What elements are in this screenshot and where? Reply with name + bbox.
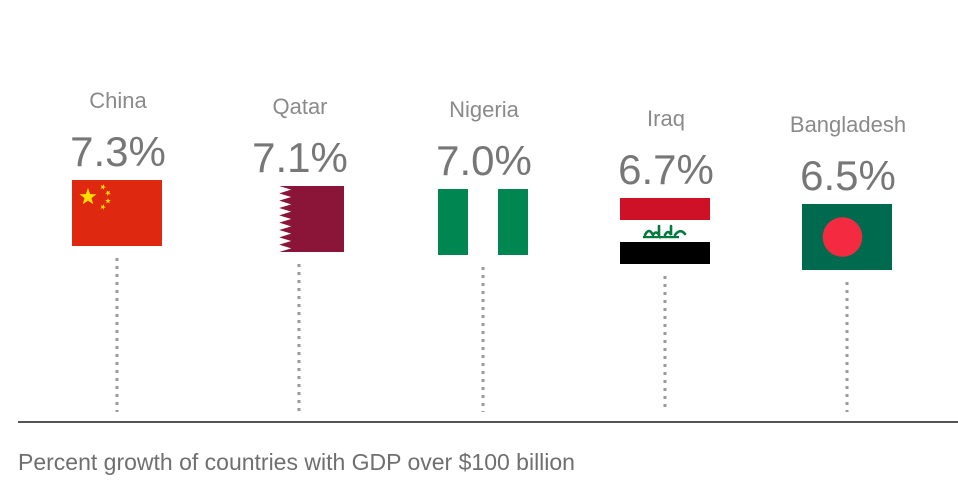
country-label-iraq: Iraq bbox=[647, 106, 685, 131]
iraq-flag-top-stripe bbox=[620, 198, 710, 220]
iraq-flag-middle-stripe bbox=[620, 220, 710, 242]
qatar-flag-icon bbox=[254, 186, 344, 252]
iraq-flag-icon bbox=[620, 198, 710, 264]
labels-layer: 7.3% China 7.1% Qatar 7.0% Nigeria 6.7% Iraq 6.5… bbox=[70, 88, 906, 199]
country-label-qatar: Qatar bbox=[272, 94, 327, 119]
china-flag-field bbox=[72, 180, 162, 246]
bangladesh-flag-disc bbox=[822, 217, 863, 257]
bangladesh-flag-icon bbox=[802, 204, 892, 270]
stems-layer bbox=[115, 258, 849, 412]
iraq-flag-script bbox=[643, 224, 687, 240]
iraq-flag-script-underline bbox=[643, 236, 679, 239]
value-label-bangladesh: 6.5% bbox=[800, 152, 896, 199]
china-flag-small-star-2 bbox=[105, 190, 111, 196]
nigeria-flag-left-stripe bbox=[438, 189, 468, 255]
value-label-qatar: 7.1% bbox=[252, 134, 348, 181]
qatar-flag-white-band bbox=[254, 186, 292, 252]
value-label-nigeria: 7.0% bbox=[436, 137, 532, 184]
country-label-china: China bbox=[89, 88, 147, 113]
china-flag-small-star-1 bbox=[100, 184, 106, 190]
china-flag-icon bbox=[72, 180, 162, 246]
iraq-flag-bottom-stripe bbox=[620, 242, 710, 264]
country-label-bangladesh: Bangladesh bbox=[790, 112, 906, 137]
china-flag-small-star-4 bbox=[100, 204, 106, 210]
nigeria-flag-icon bbox=[438, 189, 528, 255]
chart-caption: Percent growth of countries with GDP ove… bbox=[18, 449, 575, 475]
country-label-nigeria: Nigeria bbox=[449, 97, 519, 122]
value-label-china: 7.3% bbox=[70, 128, 166, 175]
china-flag-small-star-3 bbox=[105, 198, 111, 204]
nigeria-flag-middle-stripe bbox=[468, 189, 498, 255]
value-label-iraq: 6.7% bbox=[618, 146, 714, 193]
china-flag-large-star bbox=[79, 188, 97, 205]
nigeria-flag-right-stripe bbox=[498, 189, 528, 255]
flags-layer bbox=[72, 180, 892, 270]
